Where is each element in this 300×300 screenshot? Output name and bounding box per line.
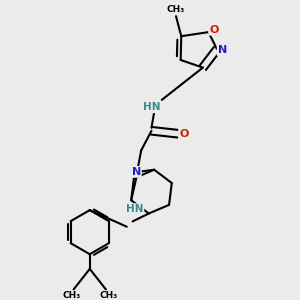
- Text: CH₃: CH₃: [99, 291, 117, 300]
- Text: O: O: [209, 25, 218, 35]
- Text: N: N: [218, 45, 227, 55]
- Text: HN: HN: [143, 102, 161, 112]
- Text: CH₃: CH₃: [167, 5, 185, 14]
- Text: O: O: [179, 129, 188, 139]
- Text: N: N: [132, 167, 141, 177]
- Text: CH₃: CH₃: [62, 291, 80, 300]
- Text: HN: HN: [126, 204, 143, 214]
